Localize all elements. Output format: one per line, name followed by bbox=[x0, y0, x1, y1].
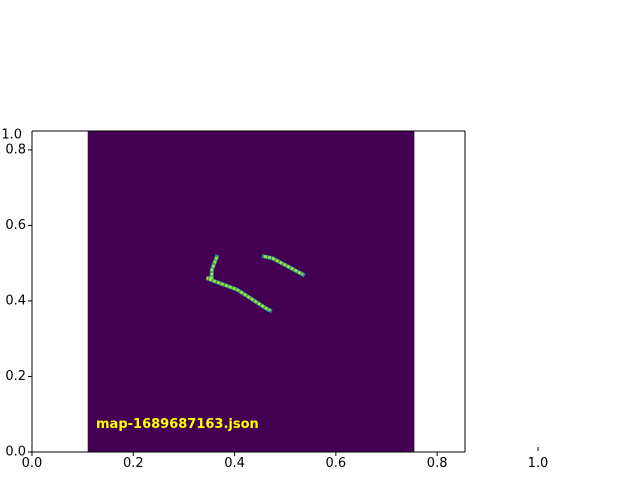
y-tick-label: 0.2 bbox=[5, 369, 26, 384]
map-background bbox=[87, 131, 415, 452]
map-file-caption: map-1689687163.json bbox=[96, 417, 259, 432]
y-tick-label: 0.4 bbox=[5, 293, 26, 308]
y-tick-label: 0.6 bbox=[5, 218, 26, 233]
x-tick-label: 0.8 bbox=[427, 456, 448, 471]
x-tick-label: 0.2 bbox=[123, 456, 144, 471]
x-tick-label: 0.4 bbox=[224, 456, 245, 471]
x-axis-ticks: 0.0 0.2 0.4 0.6 0.8 bbox=[22, 452, 448, 471]
axes-frame bbox=[31, 130, 466, 453]
overlay-y-tick-label: 1.0 bbox=[1, 128, 22, 143]
x-tick-label: 0.0 bbox=[22, 456, 43, 471]
overlay-x-tick-label: 1.0 bbox=[528, 456, 549, 471]
y-tick-label: 0.8 bbox=[5, 142, 26, 157]
map-path-2 bbox=[263, 255, 304, 276]
y-tick-label: 0.0 bbox=[5, 445, 26, 460]
x-tick-label: 0.6 bbox=[326, 456, 347, 471]
map-image bbox=[87, 131, 415, 452]
map-paths bbox=[206, 253, 306, 314]
y-axis-ticks: 0.0 0.2 0.4 0.6 0.8 bbox=[5, 142, 32, 460]
map-path-1 bbox=[206, 256, 271, 312]
